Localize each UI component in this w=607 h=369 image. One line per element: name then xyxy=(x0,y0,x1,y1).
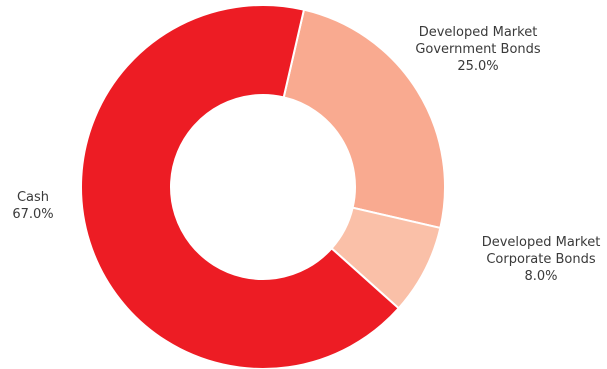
slice-name-line: Government Bonds xyxy=(415,42,541,57)
slice-name-line: Developed Market xyxy=(419,25,538,40)
slice-name-line: Developed Market xyxy=(482,235,601,250)
slices-layer xyxy=(80,4,446,369)
slice-value-label: 67.0% xyxy=(12,207,53,222)
slice-label-1: Developed Market Corporate Bonds 8.0% xyxy=(482,235,601,284)
slice-value-label: 8.0% xyxy=(524,269,557,284)
slice-name-line: Corporate Bonds xyxy=(486,252,595,267)
labels-layer: Developed Market Government Bonds 25.0%Dev… xyxy=(12,25,600,284)
slice-value-label: 25.0% xyxy=(457,59,498,74)
slice-label-0: Developed Market Government Bonds 25.0% xyxy=(415,25,541,74)
donut-slice-2 xyxy=(80,4,401,369)
slice-name-line: Cash xyxy=(17,190,49,205)
slice-label-2: Cash 67.0% xyxy=(12,190,53,222)
donut-slice-0 xyxy=(282,8,446,230)
